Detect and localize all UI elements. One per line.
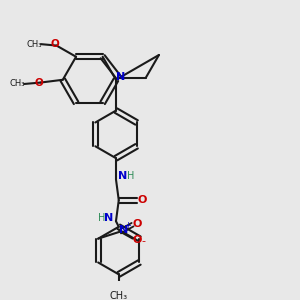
Text: O: O: [137, 195, 147, 205]
Text: N: N: [104, 213, 114, 224]
Text: CH₃: CH₃: [9, 80, 25, 88]
Text: -: -: [141, 236, 145, 246]
Text: N: N: [118, 171, 128, 182]
Text: N: N: [119, 225, 128, 235]
Text: N: N: [116, 72, 125, 82]
Text: H: H: [98, 213, 105, 224]
Text: H: H: [127, 171, 134, 182]
Text: O: O: [133, 219, 142, 229]
Text: O: O: [133, 235, 142, 244]
Text: CH₃: CH₃: [26, 40, 42, 49]
Text: O: O: [51, 39, 59, 49]
Text: +: +: [124, 221, 131, 230]
Text: O: O: [34, 78, 43, 88]
Text: CH₃: CH₃: [110, 291, 128, 300]
